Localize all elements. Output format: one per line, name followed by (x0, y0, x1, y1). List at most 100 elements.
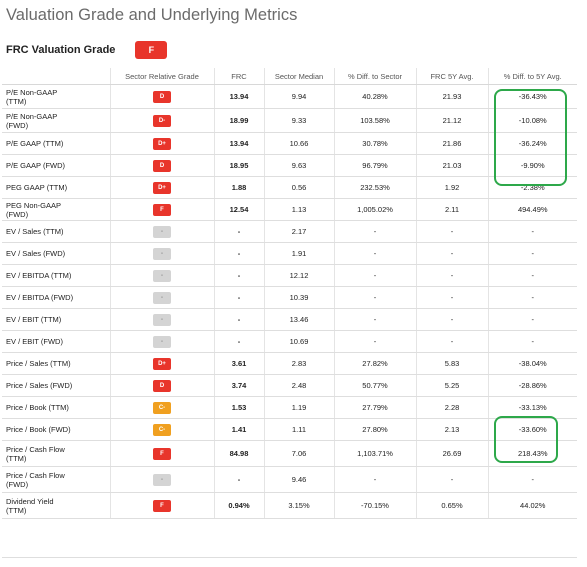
frc-value: - (213, 466, 264, 493)
sector-median-value: 3.15% (263, 492, 334, 519)
frc-value: 18.95 (213, 154, 264, 177)
sector-median-value: 0.56 (263, 176, 334, 199)
frc-5y-avg-value: 1.92 (415, 176, 488, 199)
sector-grade-cell: - (109, 466, 214, 493)
diff-sector-value: 232.53% (333, 176, 416, 199)
table-row: PEG GAAP (TTM) D+ 1.88 0.56 232.53% 1.92 -2.38… (2, 176, 577, 199)
metric-name-line: EV / EBIT (FWD) (6, 337, 63, 346)
metric-name: EV / Sales (TTM) (2, 220, 110, 243)
diff-5y-avg-value: - (487, 330, 577, 353)
diff-5y-avg-value: -36.24% (487, 132, 577, 155)
frc-5y-avg-value: 2.13 (415, 418, 488, 441)
metric-name: P/E Non-GAAP (TTM) (2, 84, 110, 109)
diff-sector-value: 40.28% (333, 84, 416, 109)
metric-name-line: P/E Non-GAAP (6, 87, 58, 97)
sector-median-value: 9.33 (263, 108, 334, 133)
sector-grade-cell: D+ (109, 132, 214, 155)
diff-5y-avg-value: - (487, 466, 577, 493)
diff-sector-value: 103.58% (333, 108, 416, 133)
frc-5y-avg-value: - (415, 264, 488, 287)
valuation-grade-row: FRC Valuation Grade F (6, 41, 168, 59)
diff-sector-value: 27.79% (333, 396, 416, 419)
frc-5y-avg-value: 21.86 (415, 132, 488, 155)
frc-value: - (213, 330, 264, 353)
grade-badge: - (153, 335, 171, 348)
metric-name-line: Price / Sales (FWD) (6, 381, 73, 390)
metric-name-line: (TTM) (6, 505, 27, 515)
frc-value: 0.94% (213, 492, 264, 519)
frc-5y-avg-value: - (415, 242, 488, 265)
diff-sector-value: 50.77% (333, 374, 416, 397)
sector-median-value: 1.91 (263, 242, 334, 265)
frc-5y-avg-value: 21.12 (415, 108, 488, 133)
metric-name-line: P/E Non-GAAP (6, 111, 58, 121)
table-row: Price / Sales (FWD) D 3.74 2.48 50.77% 5.25 -2… (2, 374, 577, 397)
sector-median-value: 1.13 (263, 198, 334, 221)
sector-grade-cell: - (109, 242, 214, 265)
frc-value: 1.53 (213, 396, 264, 419)
metric-name: P/E Non-GAAP (FWD) (2, 108, 110, 133)
diff-sector-value: - (333, 286, 416, 309)
valuation-metrics-table: Sector Relative Grade FRC Sector Median … (2, 68, 577, 519)
frc-5y-avg-value: 5.25 (415, 374, 488, 397)
diff-sector-value: 27.82% (333, 352, 416, 375)
diff-5y-avg-value: - (487, 308, 577, 331)
sector-grade-cell: D (109, 374, 214, 397)
sector-median-value: 9.94 (263, 84, 334, 109)
diff-sector-value: - (333, 466, 416, 493)
metric-name-line: Price / Cash Flow (6, 470, 65, 480)
sector-median-value: 1.11 (263, 418, 334, 441)
sector-grade-cell: D (109, 84, 214, 109)
grade-badge: - (153, 247, 171, 260)
diff-5y-avg-value: -9.90% (487, 154, 577, 177)
column-header: FRC 5Y Avg. (415, 68, 488, 85)
sector-grade-cell: F (109, 492, 214, 519)
grade-badge: D (153, 90, 171, 103)
diff-sector-value: - (333, 264, 416, 287)
grade-badge: C- (153, 423, 171, 436)
grade-badge: F (153, 203, 171, 216)
diff-5y-avg-value: 218.43% (487, 440, 577, 467)
frc-5y-avg-value: 5.83 (415, 352, 488, 375)
table-row: Price / Book (FWD) C- 1.41 1.11 27.80% 2.13 -3… (2, 418, 577, 441)
diff-sector-value: - (333, 308, 416, 331)
metric-name-line: P/E GAAP (TTM) (6, 139, 64, 148)
grade-badge: D+ (153, 137, 171, 150)
frc-5y-avg-value: - (415, 286, 488, 309)
sector-median-value: 9.63 (263, 154, 334, 177)
metric-name: EV / Sales (FWD) (2, 242, 110, 265)
diff-5y-avg-value: 44.02% (487, 492, 577, 519)
metric-name: P/E GAAP (TTM) (2, 132, 110, 155)
metric-name: PEG Non-GAAP (FWD) (2, 198, 110, 221)
sector-grade-cell: F (109, 198, 214, 221)
frc-value: - (213, 286, 264, 309)
diff-sector-value: -70.15% (333, 492, 416, 519)
metric-name: Price / Sales (FWD) (2, 374, 110, 397)
table-row: EV / EBITDA (FWD) - -10.39- - - (2, 286, 577, 309)
metric-name-line: EV / Sales (FWD) (6, 249, 66, 258)
column-header: % Diff. to Sector (333, 68, 416, 85)
grade-badge: - (153, 269, 171, 282)
metric-name: Price / Cash Flow (TTM) (2, 440, 110, 467)
metric-name-line: Price / Book (TTM) (6, 403, 69, 412)
column-header: FRC (213, 68, 264, 85)
table-row: P/E GAAP (FWD) D 18.95 9.63 96.79% 21.03 -9.90… (2, 154, 577, 177)
table-row: EV / Sales (FWD) - -1.91- - - (2, 242, 577, 265)
metric-name: EV / EBIT (TTM) (2, 308, 110, 331)
table-row: P/E GAAP (TTM) D+ 13.94 10.66 30.78% 21.86 -36… (2, 132, 577, 155)
metric-name: Price / Book (FWD) (2, 418, 110, 441)
grade-badge: F (153, 447, 171, 460)
diff-5y-avg-value: - (487, 286, 577, 309)
metric-name-line: PEG Non-GAAP (6, 200, 62, 210)
metric-name-line: EV / EBITDA (FWD) (6, 293, 74, 302)
metric-name-line: Price / Sales (TTM) (6, 359, 71, 368)
frc-value: 13.94 (213, 84, 264, 109)
page-title: Valuation Grade and Underlying Metrics (6, 6, 298, 24)
table-row: EV / EBIT (FWD) - -10.69- - - (2, 330, 577, 353)
diff-5y-avg-value: - (487, 220, 577, 243)
sector-median-value: 9.46 (263, 466, 334, 493)
column-header (2, 68, 110, 85)
metric-name-line: Price / Cash Flow (6, 444, 65, 454)
grade-badge: D+ (153, 357, 171, 370)
table-row: Price / Book (TTM) C- 1.53 1.19 27.79% 2.28 -3… (2, 396, 577, 419)
